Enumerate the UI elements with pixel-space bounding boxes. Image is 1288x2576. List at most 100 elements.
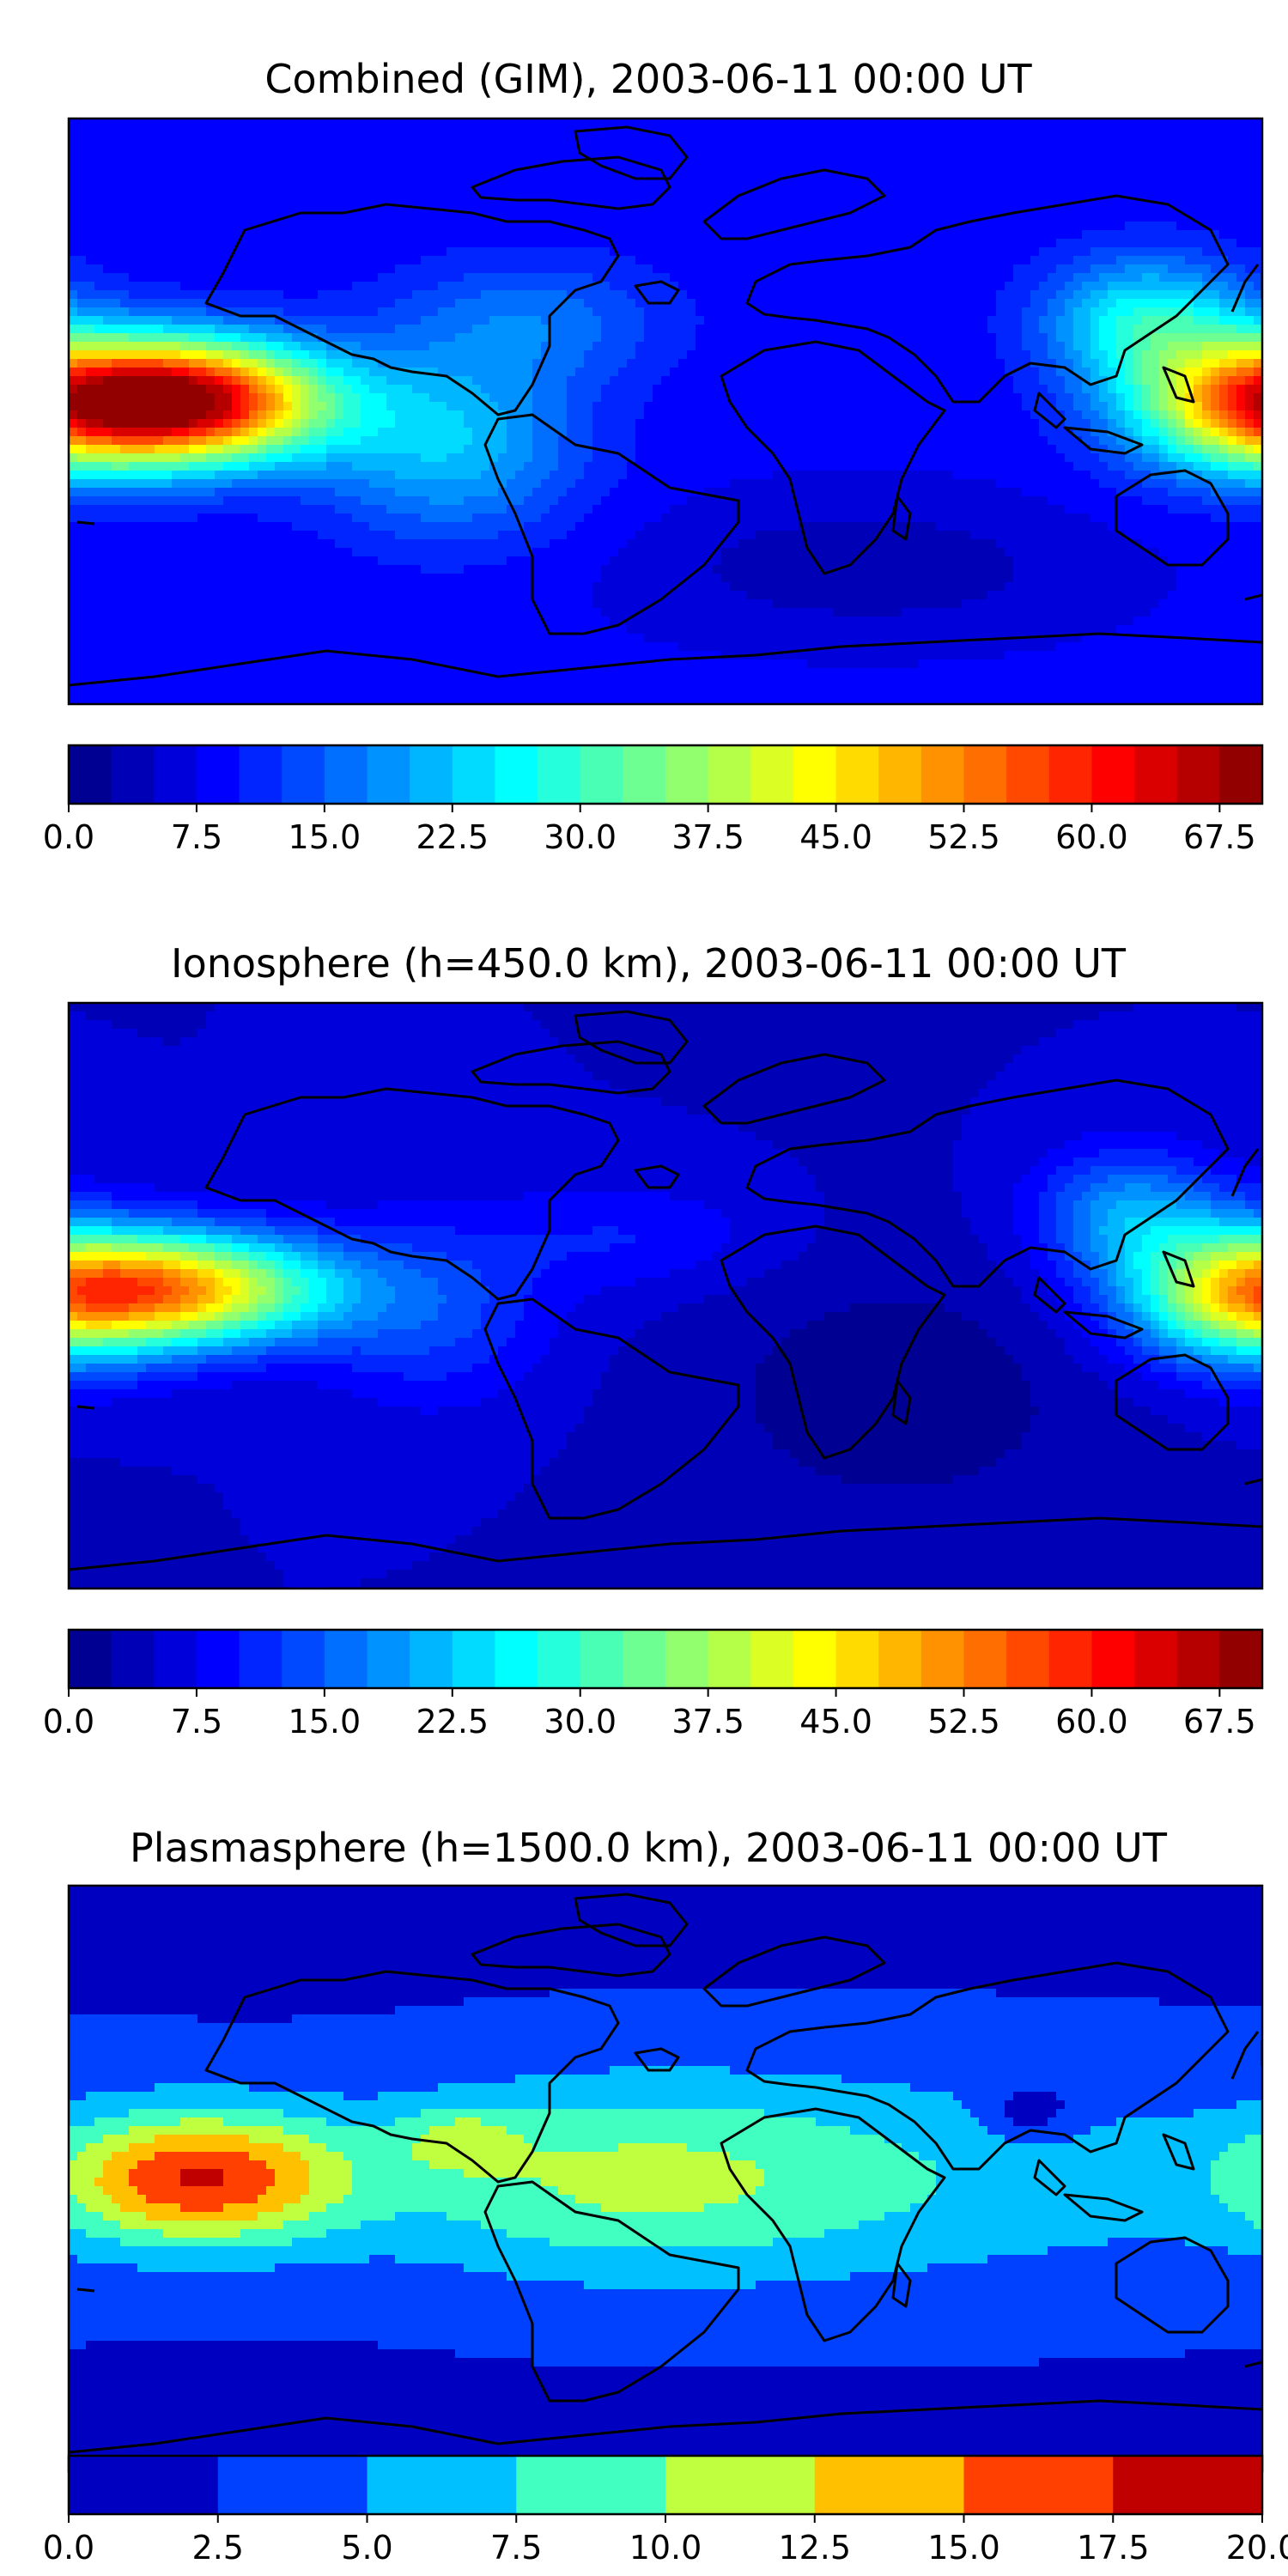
colorbar-swatch — [196, 745, 240, 804]
colorbar-swatch — [878, 1630, 922, 1688]
colorbar-swatch — [367, 745, 410, 804]
panel-1: Combined (GIM), 2003-06-11 00:00 UT 0.0 7.… — [43, 56, 1264, 856]
colorbar-tick-label: 5.0 — [341, 2529, 392, 2567]
colorbar-swatch — [239, 745, 283, 804]
colorbar-swatch — [452, 745, 495, 804]
colorbar-swatch — [495, 745, 538, 804]
colorbar-swatch — [665, 2456, 816, 2514]
colorbar-swatch — [239, 1630, 283, 1688]
colorbar-swatch — [623, 1630, 666, 1688]
colorbar-swatch — [410, 1630, 453, 1688]
colorbar-swatch — [963, 1630, 1007, 1688]
colorbar-swatch — [410, 745, 453, 804]
colorbar-tick-label: 0.0 — [43, 818, 94, 856]
colorbar-swatch — [495, 1630, 538, 1688]
colorbar-tick-label: 45.0 — [799, 818, 872, 856]
colorbar-swatch — [538, 1630, 581, 1688]
map-frame — [67, 117, 1264, 706]
colorbar-tick-label: 22.5 — [416, 818, 489, 856]
colorbar-tick-label: 67.5 — [1183, 818, 1256, 856]
colorbar-swatch — [963, 745, 1007, 804]
colorbar-swatch — [282, 1630, 325, 1688]
colorbar-swatch — [538, 745, 581, 804]
colorbar-swatch — [1006, 745, 1050, 804]
colorbar-swatch — [1134, 745, 1178, 804]
colorbar-swatch — [324, 1630, 368, 1688]
colorbar-swatch — [814, 2456, 964, 2514]
colorbar-tick-label: 20.0 — [1226, 2529, 1288, 2567]
colorbar-frame — [67, 744, 1264, 805]
map-plot — [67, 1884, 1264, 2473]
map-frame — [67, 1001, 1264, 1590]
panel-3: Plasmasphere (h=1500.0 km), 2003-06-11 0… — [43, 1825, 1288, 2567]
colorbar-swatch — [1176, 1630, 1220, 1688]
tec-field — [69, 1003, 1262, 1589]
colorbar-tick-label: 12.5 — [778, 2529, 851, 2567]
panel-title: Plasmasphere (h=1500.0 km), 2003-06-11 0… — [130, 1825, 1168, 1871]
panel-title: Combined (GIM), 2003-06-11 00:00 UT — [264, 56, 1032, 102]
colorbar-swatch — [1006, 1630, 1050, 1688]
colorbar-tick-label: 37.5 — [671, 818, 744, 856]
colorbar-swatch — [111, 1630, 155, 1688]
colorbar-swatch — [1134, 1630, 1178, 1688]
colorbar-swatch — [516, 2456, 666, 2514]
colorbar-swatch — [623, 745, 666, 804]
colorbar-swatch — [1113, 2456, 1263, 2514]
colorbar-tick-label: 67.5 — [1183, 1703, 1256, 1741]
colorbar-tick-label: 15.0 — [927, 2529, 1000, 2567]
colorbar-swatch — [1091, 1630, 1135, 1688]
colorbar-tick-label: 15.0 — [289, 818, 361, 856]
colorbar-frame — [67, 1628, 1264, 1690]
colorbar-swatch — [1048, 745, 1092, 804]
colorbar-swatch — [1176, 745, 1220, 804]
colorbar-tick-label: 7.5 — [171, 818, 222, 856]
panel-2: Ionosphere (h=450.0 km), 2003-06-11 00:0… — [43, 940, 1264, 1741]
colorbar-tick-label: 60.0 — [1055, 818, 1128, 856]
colorbar-swatch — [835, 745, 879, 804]
colorbar-tick-label: 0.0 — [43, 1703, 94, 1741]
colorbar-tick-label: 7.5 — [171, 1703, 222, 1741]
colorbar-tick-label: 30.0 — [544, 1703, 617, 1741]
colorbar-swatch — [111, 745, 155, 804]
colorbar-swatch — [708, 745, 751, 804]
colorbar-swatch — [793, 1630, 837, 1688]
colorbar-tick-label: 52.5 — [927, 1703, 1000, 1741]
colorbar-swatch — [452, 1630, 495, 1688]
colorbar-swatch — [920, 745, 964, 804]
colorbar-swatch — [708, 1630, 751, 1688]
colorbar-tick-label: 45.0 — [799, 1703, 872, 1741]
colorbar-swatch — [665, 745, 709, 804]
colorbar-swatch — [154, 1630, 197, 1688]
map-plot — [67, 1001, 1264, 1590]
colorbar-swatch — [920, 1630, 964, 1688]
colorbar-tick-label: 7.5 — [490, 2529, 542, 2567]
panel-title: Ionosphere (h=450.0 km), 2003-06-11 00:0… — [171, 940, 1127, 987]
colorbar-swatch — [69, 1630, 112, 1688]
colorbar-swatch — [665, 1630, 709, 1688]
colorbar-tick-label: 37.5 — [671, 1703, 744, 1741]
tec-field — [69, 118, 1262, 704]
colorbar-tick-label: 22.5 — [416, 1703, 489, 1741]
colorbar: 0.0 7.5 15.0 22.5 30.0 37.5 45.0 52.5 60.0 67.5 — [43, 744, 1264, 856]
map-plot — [67, 117, 1264, 706]
colorbar-tick-label: 15.0 — [289, 1703, 361, 1741]
colorbar-swatch — [196, 1630, 240, 1688]
colorbar: 0.0 2.5 5.0 7.5 10.0 12.5 15.0 17.5 20.0 — [43, 2454, 1288, 2567]
colorbar-tick-label: 52.5 — [927, 818, 1000, 856]
tec-field — [69, 1886, 1262, 2471]
colorbar-swatch — [580, 745, 623, 804]
colorbar-swatch — [1219, 745, 1263, 804]
colorbar-swatch — [963, 2456, 1114, 2514]
colorbar-swatch — [1091, 745, 1135, 804]
colorbar-tick-label: 0.0 — [43, 2529, 94, 2567]
colorbar-swatch — [793, 745, 837, 804]
colorbar-swatch — [750, 745, 794, 804]
colorbar-swatch — [367, 2456, 517, 2514]
colorbar-swatch — [750, 1630, 794, 1688]
colorbar-swatch — [835, 1630, 879, 1688]
colorbar-swatch — [69, 2456, 219, 2514]
colorbar: 0.0 7.5 15.0 22.5 30.0 37.5 45.0 52.5 60.0 67.5 — [43, 1628, 1264, 1741]
colorbar-tick-label: 2.5 — [192, 2529, 244, 2567]
colorbar-tick-label: 10.0 — [629, 2529, 702, 2567]
colorbar-swatch — [1048, 1630, 1092, 1688]
